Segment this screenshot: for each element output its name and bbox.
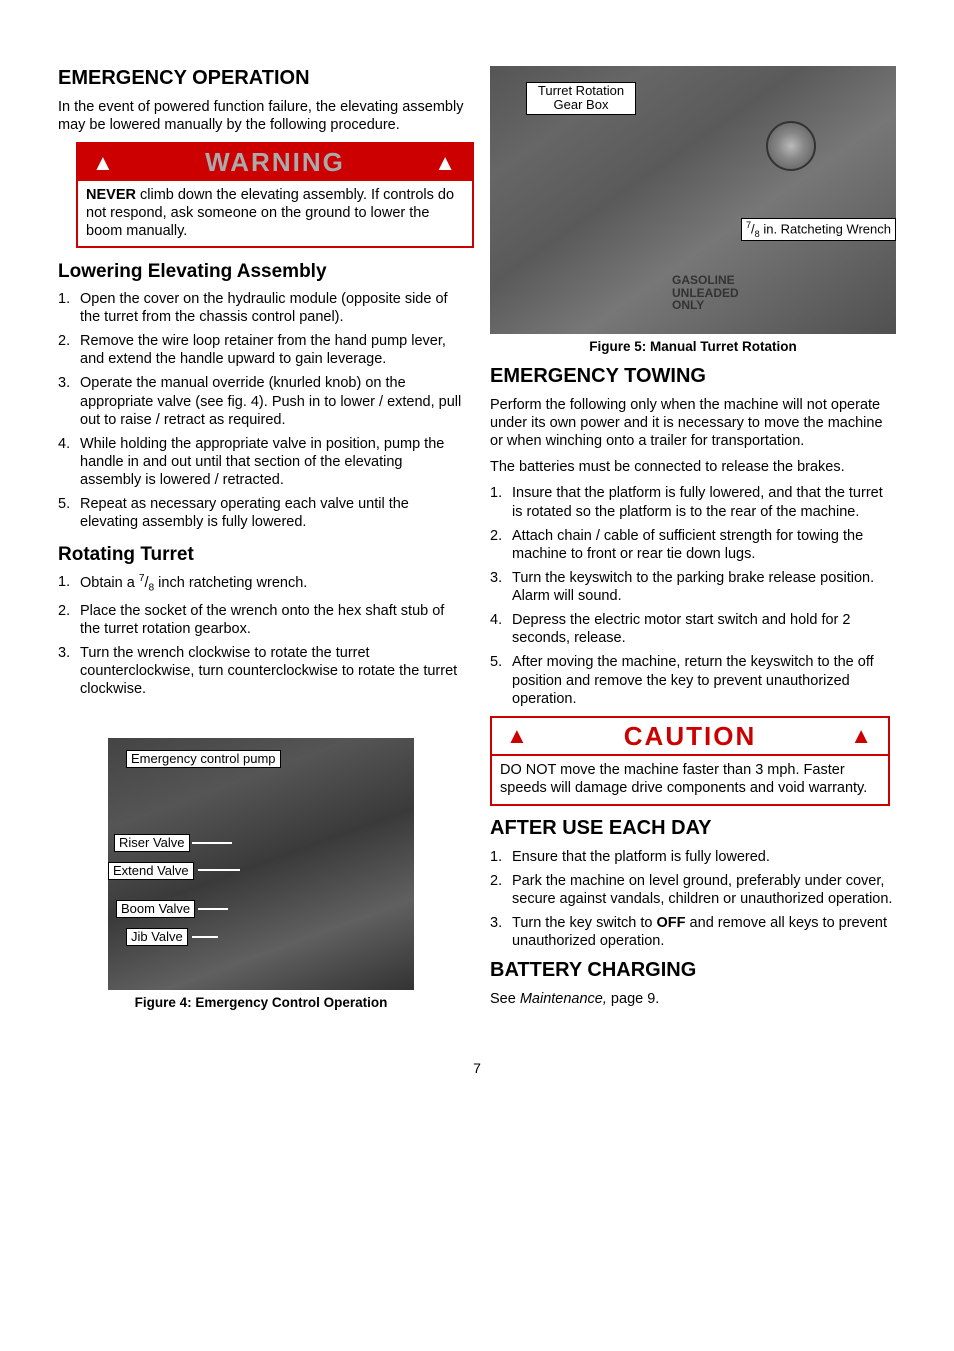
figure-4-photo: Emergency control pump Riser Valve Exten… [108,738,414,990]
leader-line [198,908,228,910]
left-column: EMERGENCY OPERATION In the event of powe… [58,60,464,1020]
list-item: 4.Depress the electric motor start switc… [490,611,896,647]
paragraph-battery: See Maintenance, page 9. [490,990,896,1008]
warning-triangle-icon: ▲ [92,149,116,177]
caution-triangle-icon: ▲ [850,722,874,750]
callout-riser-valve: Riser Valve [114,834,190,852]
callout-jib-valve: Jib Valve [126,928,188,946]
caution-title: CAUTION [624,720,756,753]
list-item: 5.Repeat as necessary operating each val… [58,495,464,531]
heading-emergency-towing: EMERGENCY TOWING [490,364,896,389]
list-item: 2.Remove the wire loop retainer from the… [58,332,464,368]
warning-header: ▲ WARNING ▲ [78,144,472,181]
callout-boom-valve: Boom Valve [116,900,195,918]
list-item: 4.While holding the appropriate valve in… [58,435,464,489]
list-item: 3.Turn the key switch to OFF and remove … [490,914,896,950]
callout-emergency-pump: Emergency control pump [126,750,281,768]
leader-line [192,842,232,844]
figure-5-photo: Turret Rotation Gear Box 7/8 in. Ratchet… [490,66,896,334]
leader-line [198,869,240,871]
heading-battery-charging: BATTERY CHARGING [490,958,896,983]
leader-line [192,936,218,938]
towing-steps-list: 1.Insure that the platform is fully lowe… [490,484,896,707]
rotating-steps-list: 1.Obtain a 7/8 inch ratcheting wrench. 2… [58,573,464,698]
list-item: 1.Ensure that the platform is fully lowe… [490,848,896,866]
heading-lowering: Lowering Elevating Assembly [58,260,464,284]
warning-body: NEVER climb down the elevating assembly.… [78,181,472,246]
list-item: 3.Operate the manual override (knurled k… [58,374,464,428]
figure-4-caption: Figure 4: Emergency Control Operation [58,995,464,1012]
warning-body-bold: NEVER [86,187,136,203]
warning-box: ▲ WARNING ▲ NEVER climb down the elevati… [76,142,474,248]
callout-extend-valve: Extend Valve [108,862,194,880]
gasoline-label: GASOLINE UNLEADED ONLY [672,274,739,312]
list-item: 1.Insure that the platform is fully lowe… [490,484,896,520]
two-column-layout: EMERGENCY OPERATION In the event of powe… [58,60,896,1020]
list-item: 2.Place the socket of the wrench onto th… [58,602,464,638]
heading-emergency-operation: EMERGENCY OPERATION [58,66,464,91]
list-item: 3.Turn the keyswitch to the parking brak… [490,569,896,605]
warning-body-text: climb down the elevating assembly. If co… [86,187,454,239]
list-item: 1.Obtain a 7/8 inch ratcheting wrench. [58,573,464,595]
lowering-steps-list: 1.Open the cover on the hydraulic module… [58,290,464,532]
callout-gearbox: Turret Rotation Gear Box [526,82,636,115]
page-number: 7 [58,1060,896,1078]
gearbox-graphic [766,121,816,171]
heading-rotating: Rotating Turret [58,543,464,567]
callout-wrench: 7/8 in. Ratcheting Wrench [741,218,896,241]
list-item: 3.Turn the wrench clockwise to rotate th… [58,644,464,698]
paragraph-emergency-intro: In the event of powered function failure… [58,98,464,134]
paragraph-towing-1: Perform the following only when the mach… [490,396,896,450]
caution-triangle-icon: ▲ [506,722,530,750]
caution-box: ▲ CAUTION ▲ DO NOT move the machine fast… [490,716,890,806]
list-item: 5.After moving the machine, return the k… [490,653,896,707]
list-item: 2.Park the machine on level ground, pref… [490,872,896,908]
warning-triangle-icon: ▲ [434,149,458,177]
figure-5-caption: Figure 5: Manual Turret Rotation [490,339,896,356]
list-item: 2.Attach chain / cable of sufficient str… [490,527,896,563]
warning-title: WARNING [205,146,345,179]
after-use-steps-list: 1.Ensure that the platform is fully lowe… [490,848,896,951]
paragraph-towing-2: The batteries must be connected to relea… [490,458,896,476]
caution-header: ▲ CAUTION ▲ [492,718,888,757]
caution-body: DO NOT move the machine faster than 3 mp… [492,756,888,803]
list-item: 1.Open the cover on the hydraulic module… [58,290,464,326]
heading-after-use: AFTER USE EACH DAY [490,816,896,841]
right-column: Turret Rotation Gear Box 7/8 in. Ratchet… [490,60,896,1020]
